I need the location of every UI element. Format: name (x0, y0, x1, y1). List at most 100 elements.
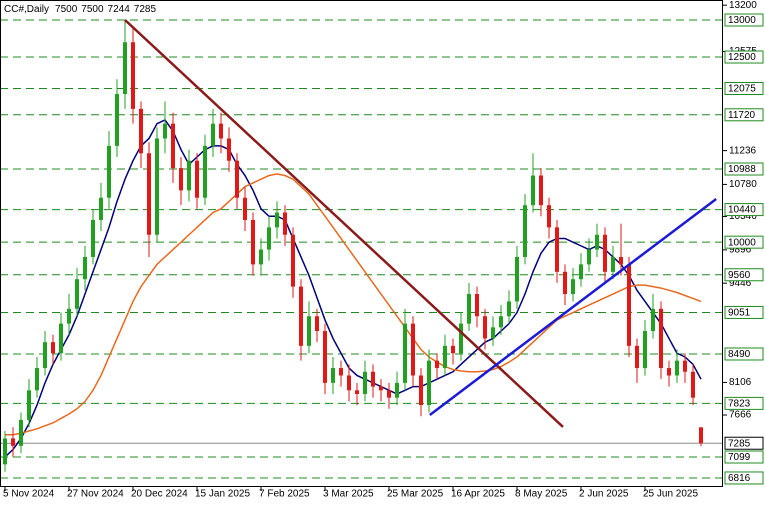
level-label-box (724, 50, 764, 64)
candle-body (107, 145, 111, 198)
candle-body (195, 160, 199, 198)
level-label-box (724, 396, 764, 410)
y-tick-label: 8106 (729, 377, 752, 388)
level-label: 10440 (728, 205, 756, 216)
candle-body (219, 123, 223, 139)
price-label-box (724, 436, 764, 450)
candle-body (155, 138, 159, 235)
candle-body (475, 294, 479, 317)
x-tick-label: 20 Dec 2024 (131, 489, 188, 500)
candle-body (507, 301, 511, 317)
y-tick-label: 10780 (729, 179, 757, 190)
candle-body (211, 123, 215, 146)
level-label-box (724, 471, 764, 485)
level-label: 7099 (728, 452, 751, 463)
candle-body (307, 316, 311, 346)
candle-body (363, 371, 367, 394)
candle-body (619, 256, 623, 265)
candle-body (587, 249, 591, 265)
level-label-box (724, 268, 764, 282)
x-tick-label: 2 Jun 2025 (579, 489, 629, 500)
candle-body (427, 360, 431, 406)
candle-body (331, 368, 335, 383)
candle-body (163, 123, 167, 139)
candle-body (251, 219, 255, 265)
level-label: 10000 (728, 237, 756, 248)
level-label: 6816 (728, 473, 751, 484)
moving-average (5, 173, 702, 436)
candle-body (227, 138, 231, 161)
candle-body (395, 382, 399, 398)
candle-body (483, 316, 487, 339)
candle-body (403, 323, 407, 383)
candle-body (267, 227, 271, 250)
candle-body (451, 345, 455, 354)
candle-body (387, 390, 391, 398)
candle-body (515, 256, 519, 302)
price-label: 7285 (728, 438, 751, 449)
candle-body (43, 342, 47, 369)
trendline (124, 19, 564, 428)
header: CC#,Daily 7500 7500 7244 7285 (4, 4, 156, 15)
candle-body (691, 371, 695, 398)
level-label: 12075 (728, 84, 756, 95)
candle-body (147, 153, 151, 235)
candle-body (67, 308, 71, 324)
level-label-box (724, 203, 764, 217)
trendline (429, 197, 717, 416)
level-label-box (724, 162, 764, 176)
candle-body (275, 212, 279, 228)
level-label-box (724, 347, 764, 361)
candle-body (595, 234, 599, 250)
candle-body (419, 375, 423, 406)
x-tick-label: 25 Mar 2025 (387, 489, 444, 500)
candle-body (499, 316, 503, 328)
candle-body (19, 419, 23, 446)
candle-body (347, 375, 351, 391)
level-label: 7823 (728, 399, 751, 410)
level-label-box (724, 305, 764, 319)
low: 7244 (108, 4, 131, 15)
candle-body (323, 331, 327, 383)
x-tick-label: 5 Nov 2024 (3, 489, 55, 500)
candle-body (467, 294, 471, 324)
candle-body (35, 368, 39, 391)
level-label: 10988 (728, 164, 756, 175)
candle-body (635, 345, 639, 369)
level-label: 9560 (728, 270, 751, 281)
candle-body (699, 427, 703, 444)
candle-body (355, 390, 359, 394)
candle-body (491, 327, 495, 339)
candle-body (171, 123, 175, 169)
y-tick-label: 11236 (729, 145, 757, 156)
candle-body (99, 197, 103, 220)
x-tick-label: 7 Feb 2025 (259, 489, 310, 500)
x-tick-label: 3 Mar 2025 (323, 489, 374, 500)
candle-body (91, 219, 95, 257)
candle-body (523, 205, 527, 257)
high: 7500 (81, 4, 104, 15)
level-label: 9051 (728, 308, 751, 319)
candle-body (675, 360, 679, 376)
candle-body (27, 390, 31, 420)
moving-average (4, 119, 702, 458)
candle-body (547, 205, 551, 228)
candle-body (3, 438, 7, 465)
candle-body (283, 212, 287, 235)
candle-body (435, 360, 439, 369)
candle-body (643, 331, 647, 369)
candle-body (291, 234, 295, 287)
level-label-box (724, 108, 764, 122)
y-tick-label: 7666 (729, 410, 752, 421)
candle-body (571, 279, 575, 295)
candle-body (563, 271, 567, 295)
y-tick-label: 9896 (729, 245, 752, 256)
candle-body (539, 175, 543, 206)
candle-body (235, 160, 239, 198)
level-label-box (724, 450, 764, 464)
candle-body (443, 345, 447, 369)
candle-body (115, 94, 119, 146)
candle-body (187, 160, 191, 191)
